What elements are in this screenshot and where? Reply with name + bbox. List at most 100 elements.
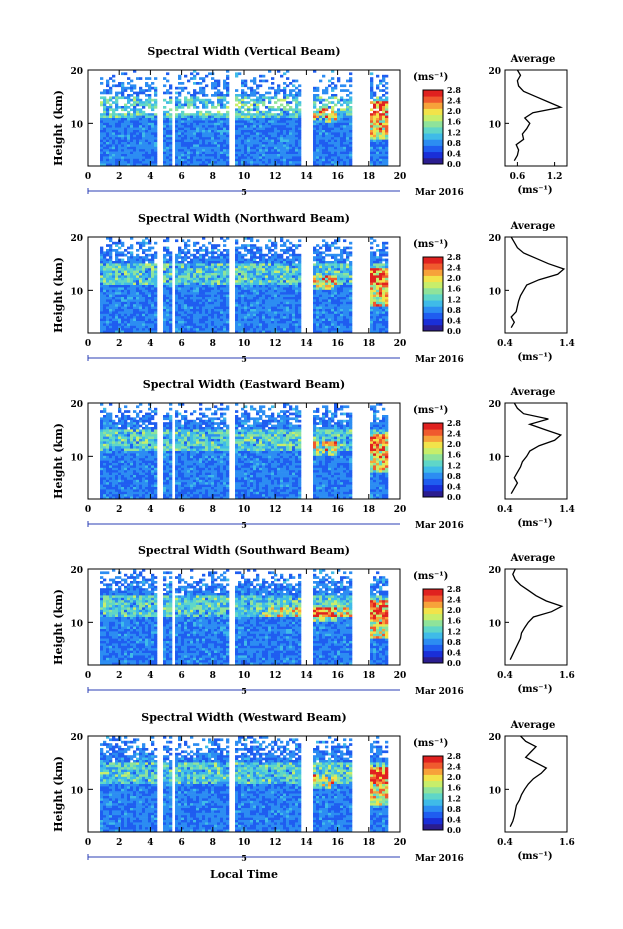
x-tick-label: 0: [85, 838, 91, 848]
colorbar-segment: [423, 115, 443, 122]
colorbar-segment: [423, 787, 443, 794]
x-tick-label: 8: [210, 838, 216, 848]
beam-panel-0: Spectral Width (Vertical Beam) 0 2 4 6 8 10 12 1…: [52, 45, 567, 198]
colorbar-segment: [423, 608, 443, 615]
x-tick-label: 10: [238, 671, 251, 681]
colorbar-segment: [423, 121, 443, 128]
colorbar-segment: [423, 257, 443, 264]
beam-panel-3: Spectral Width (Southward Beam)0 2 4 6 8 10 12…: [52, 544, 575, 697]
colorbar-tick-label: 1.6: [447, 117, 461, 127]
y-tick-label: 10: [70, 786, 83, 796]
profile-y-tick-label: 10: [488, 619, 501, 629]
x-tick-label: 18: [363, 671, 376, 681]
panel-title: Spectral Width (Vertical Beam): [147, 45, 340, 58]
colorbar-segment: [423, 102, 443, 109]
colorbar-tick-label: 0.8: [447, 138, 461, 148]
colorbar-unit: (ms⁻¹): [413, 405, 448, 416]
colorbar-segment: [423, 485, 443, 492]
profile-x-tick-label: 1.6: [559, 838, 575, 848]
day-marker: 5: [241, 354, 247, 364]
colorbar-tick-label: 0.0: [447, 159, 461, 169]
y-tick-label: 20: [70, 566, 83, 576]
x-tick-label: 8: [210, 172, 216, 182]
profile-title: Average: [510, 387, 556, 398]
colorbar-segment: [423, 657, 443, 664]
heatmap-cells: [100, 736, 388, 832]
beam-panel-4: Spectral Width (Westward Beam) 0 2 4 6 8 10 12 1…: [52, 711, 575, 864]
profile-frame: [505, 403, 567, 499]
x-tick-label: 0: [85, 671, 91, 681]
x-tick-label: 10: [238, 838, 251, 848]
day-marker: 5: [241, 853, 247, 863]
colorbar-segment: [423, 824, 443, 831]
y-tick-label: 20: [70, 234, 83, 244]
x-tick-label: 18: [363, 339, 376, 349]
colorbar-tick-label: 1.6: [447, 284, 461, 294]
x-tick-label: 18: [363, 505, 376, 515]
x-tick-label: 16: [331, 671, 344, 681]
day-marker: 5: [241, 686, 247, 696]
colorbar-tick-label: 2.0: [447, 106, 461, 116]
colorbar-segment: [423, 146, 443, 153]
colorbar-tick-label: 0.0: [447, 326, 461, 336]
x-tick-label: 10: [238, 339, 251, 349]
colorbar-tick-label: 2.0: [447, 605, 461, 615]
y-tick-label: 10: [70, 453, 83, 463]
colorbar-segment: [423, 479, 443, 486]
y-axis-label: Height (km): [52, 589, 65, 665]
colorbar-segment: [423, 466, 443, 473]
colorbar-segment: [423, 325, 443, 332]
colorbar-segment: [423, 601, 443, 608]
profile-title: Average: [510, 553, 556, 564]
colorbar-segment: [423, 632, 443, 639]
profile-y-tick-label: 10: [488, 453, 501, 463]
profile-x-tick-label: 0.4: [497, 339, 513, 349]
colorbar-tick-label: 0.8: [447, 471, 461, 481]
x-tick-label: 6: [178, 339, 184, 349]
profile-x-tick-label: 0.4: [497, 838, 513, 848]
colorbar-tick-label: 2.8: [447, 584, 461, 594]
colorbar-segment: [423, 288, 443, 295]
colorbar-segment: [423, 158, 443, 165]
colorbar-segment: [423, 454, 443, 461]
x-tick-label: 0: [85, 172, 91, 182]
panel-title: Spectral Width (Eastward Beam): [143, 378, 345, 391]
beam-panel-2: Spectral Width (Eastward Beam)0 2 4 6 8 10 12 1…: [52, 378, 575, 531]
profile-x-tick-label: 0.4: [497, 671, 513, 681]
profile-title: Average: [510, 221, 556, 232]
profile-frame: [505, 237, 567, 333]
colorbar-segment: [423, 818, 443, 825]
x-tick-label: 8: [210, 505, 216, 515]
colorbar-segment: [423, 799, 443, 806]
colorbar-tick-label: 1.6: [447, 450, 461, 460]
x-tick-label: 18: [363, 838, 376, 848]
x-tick-label: 20: [394, 671, 407, 681]
colorbar-tick-label: 2.8: [447, 418, 461, 428]
colorbar-tick-label: 2.0: [447, 772, 461, 782]
colorbar-segment: [423, 282, 443, 289]
x-tick-label: 14: [300, 339, 313, 349]
colorbar-segment: [423, 139, 443, 146]
colorbar-segment: [423, 651, 443, 658]
profile-y-tick-label: 20: [488, 234, 501, 244]
y-axis-label: Height (km): [52, 756, 65, 832]
colorbar-tick-label: 1.2: [447, 127, 461, 137]
colorbar-segment: [423, 805, 443, 812]
y-tick-label: 10: [70, 287, 83, 297]
x-tick-label: 2: [116, 838, 122, 848]
x-tick-label: 20: [394, 505, 407, 515]
panel-title: Spectral Width (Northward Beam): [138, 212, 350, 225]
colorbar-tick-label: 0.8: [447, 637, 461, 647]
colorbar-tick-label: 0.0: [447, 658, 461, 668]
x-tick-label: 6: [178, 838, 184, 848]
heatmap-cells: [100, 237, 388, 333]
colorbar-segment: [423, 263, 443, 270]
colorbar-tick-label: 2.0: [447, 273, 461, 283]
y-axis-label: Height (km): [52, 90, 65, 166]
x-tick-label: 12: [269, 172, 282, 182]
colorbar-segment: [423, 90, 443, 97]
colorbar-tick-label: 1.2: [447, 626, 461, 636]
x-tick-label: 12: [269, 505, 282, 515]
colorbar-tick-label: 0.8: [447, 804, 461, 814]
x-tick-label: 6: [178, 172, 184, 182]
